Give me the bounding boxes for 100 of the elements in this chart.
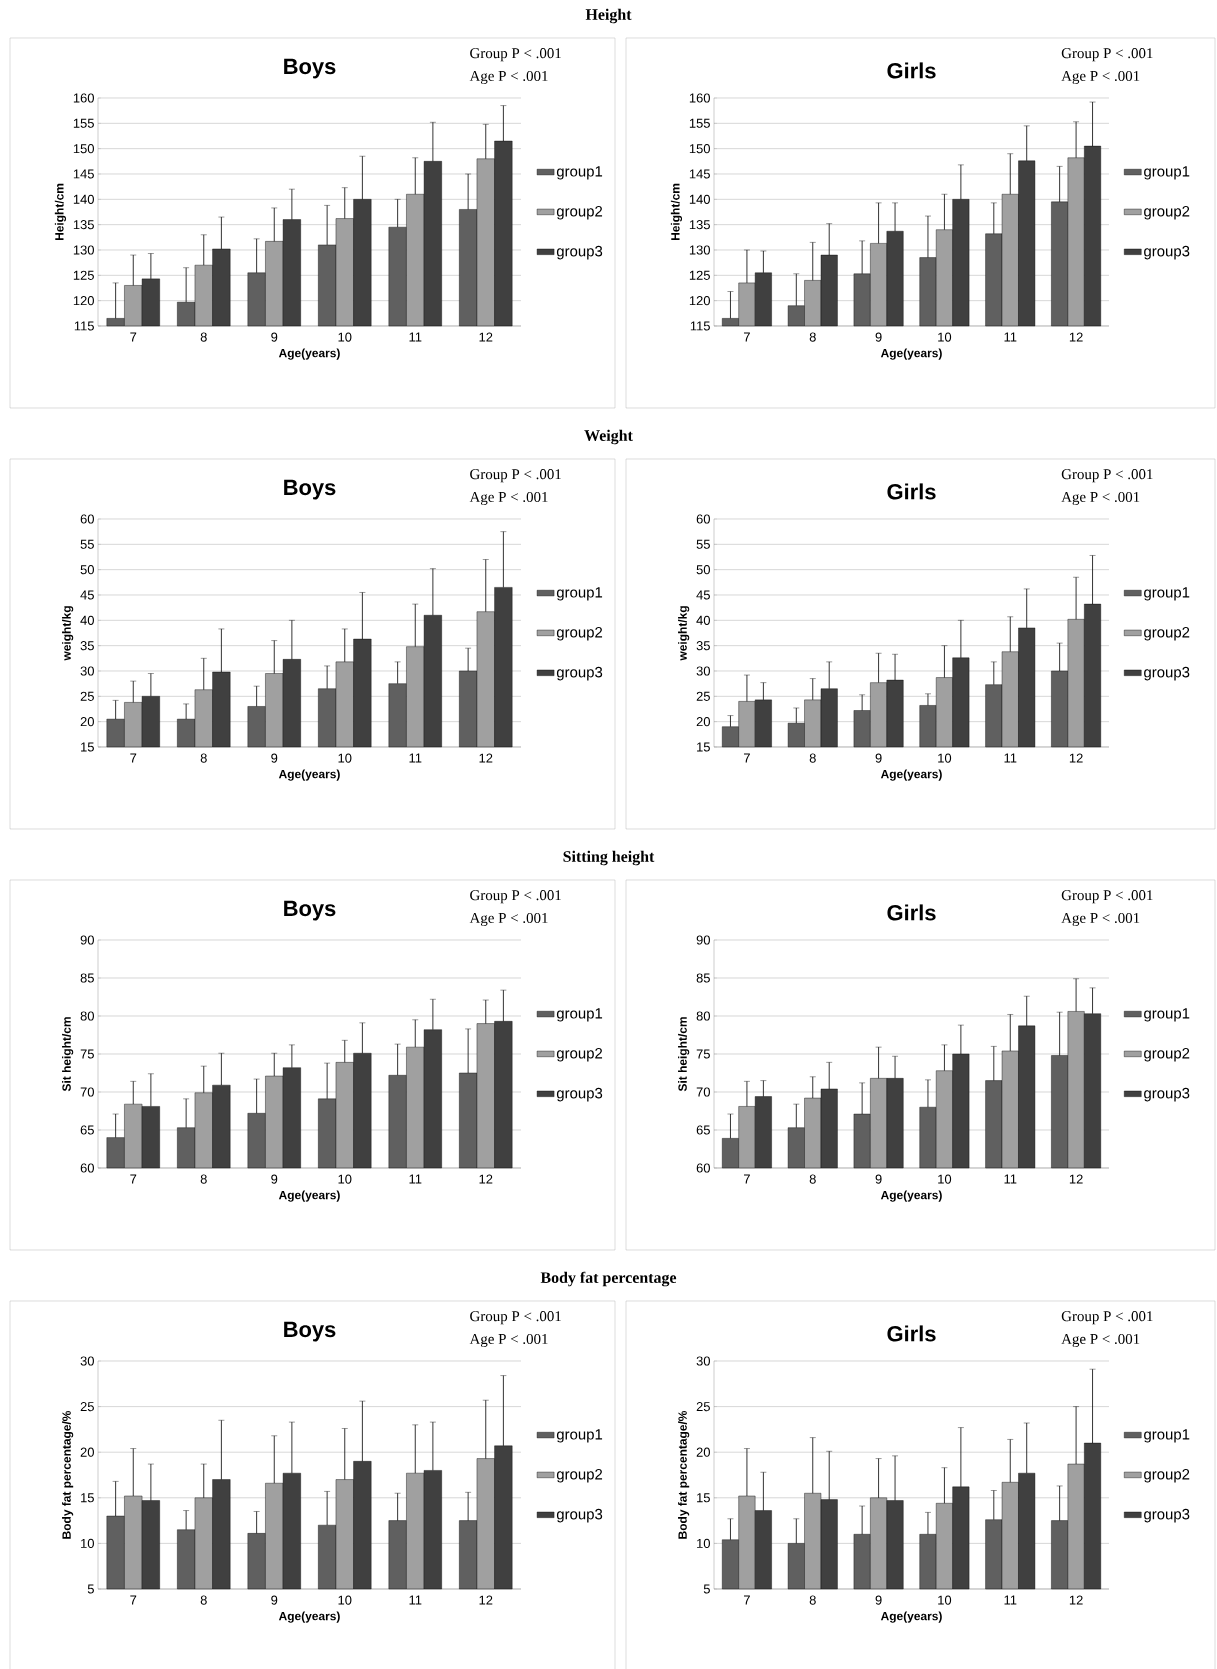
y-tick-label: 145	[73, 169, 94, 179]
y-tick-label: 25	[696, 1402, 710, 1412]
y-tick-label: 60	[696, 1163, 710, 1173]
x-tick-label: 12	[479, 753, 493, 763]
y-tick-label: 25	[80, 691, 94, 701]
x-axis-title: Age(years)	[880, 348, 942, 360]
y-tick-label: 60	[80, 514, 94, 524]
x-tick-label: 12	[1069, 1174, 1083, 1184]
x-axis-title: Age(years)	[278, 1611, 340, 1623]
x-tick-label: 7	[744, 1595, 750, 1605]
x-axis-title: Age(years)	[278, 769, 340, 781]
x-tick-label: 8	[200, 1174, 207, 1184]
legend-label: group2	[556, 626, 603, 641]
y-tick-label: 85	[696, 973, 710, 983]
y-tick-label: 35	[696, 641, 710, 651]
y-tick-label: 35	[80, 641, 94, 651]
chart-title: Boys	[284, 900, 336, 921]
chart-title: Girls	[887, 1325, 936, 1342]
y-tick-label: 30	[696, 1356, 710, 1366]
y-tick-label: 115	[74, 321, 94, 331]
text: Age P < .001	[469, 1333, 548, 1348]
x-tick-label: 12	[1069, 1595, 1083, 1605]
text: Age P < .001	[1061, 912, 1140, 927]
y-tick-label: 85	[80, 973, 94, 983]
x-tick-label: 7	[130, 1174, 137, 1184]
x-tick-label: 10	[338, 753, 352, 763]
x-tick-label: 12	[1069, 753, 1083, 763]
y-tick-label: 60	[80, 1163, 94, 1173]
y-tick-label: 55	[80, 539, 94, 549]
y-tick-label: 130	[689, 245, 710, 255]
y-tick-label: 20	[80, 717, 94, 727]
x-tick-label: 9	[875, 332, 882, 342]
legend-label: group1	[556, 1008, 603, 1022]
y-tick-label: 125	[73, 270, 94, 280]
x-axis-title: Age(years)	[278, 1190, 340, 1202]
text: Body fat percentage	[540, 1271, 677, 1287]
text: Group P < .001	[470, 890, 561, 904]
x-tick-label: 11	[409, 1174, 422, 1184]
y-axis-title: Body fat percentage/%	[678, 1410, 690, 1539]
y-tick-label: 80	[80, 1011, 94, 1021]
y-tick-label: 65	[696, 1125, 710, 1135]
y-tick-label: 15	[697, 1493, 710, 1503]
x-tick-label: 11	[409, 1595, 422, 1605]
y-tick-label: 70	[80, 1087, 94, 1097]
legend-label: group3	[1144, 1087, 1190, 1102]
y-axis-title: Sit height/cm	[62, 1017, 74, 1092]
x-tick-label: 10	[938, 332, 952, 342]
text: Age P < .001	[1061, 491, 1140, 506]
x-tick-label: 11	[1004, 1595, 1017, 1605]
x-axis-title: Age(years)	[880, 769, 942, 781]
y-tick-label: 90	[696, 935, 710, 945]
y-tick-label: 130	[73, 245, 94, 255]
text: Group P < .001	[1061, 1311, 1153, 1325]
y-tick-label: 15	[697, 742, 710, 752]
y-axis-title: weight/kg	[62, 606, 74, 661]
y-tick-label: 10	[697, 1538, 710, 1548]
y-tick-label: 140	[73, 194, 94, 204]
text: Sitting height	[563, 850, 655, 866]
x-tick-label: 8	[809, 332, 816, 342]
x-tick-label: 12	[479, 332, 493, 342]
legend-label: group2	[556, 1047, 603, 1062]
y-tick-label: 80	[696, 1011, 710, 1021]
legend-label: group2	[1144, 1047, 1190, 1062]
legend-label: group2	[1144, 205, 1190, 220]
legend-label: group1	[1144, 1429, 1190, 1443]
x-tick-label: 8	[809, 753, 816, 763]
y-tick-label: 15	[81, 742, 94, 752]
text: Group P < .001	[1061, 890, 1153, 904]
y-tick-label: 10	[81, 1538, 94, 1548]
y-tick-label: 155	[689, 118, 710, 128]
x-tick-label: 11	[1004, 1174, 1017, 1184]
y-axis-title: Height/cm	[670, 183, 683, 241]
y-tick-label: 120	[689, 296, 710, 306]
x-tick-label: 10	[938, 1174, 952, 1184]
x-tick-label: 9	[875, 753, 882, 763]
legend-label: group3	[1144, 666, 1190, 681]
y-tick-label: 75	[80, 1049, 94, 1059]
x-tick-label: 8	[809, 1174, 816, 1184]
x-tick-label: 11	[409, 332, 422, 342]
y-tick-label: 150	[73, 144, 94, 154]
chart-title: Boys	[284, 1321, 336, 1342]
text: Group P < .001	[1061, 48, 1153, 62]
text: Group P < .001	[470, 469, 561, 483]
x-tick-label: 9	[271, 1174, 278, 1184]
text: Age P < .001	[469, 912, 548, 927]
x-tick-label: 7	[744, 332, 750, 342]
y-tick-label: 125	[689, 270, 710, 280]
x-tick-label: 9	[271, 1595, 278, 1605]
y-tick-label: 20	[696, 717, 710, 727]
legend-label: group3	[556, 245, 603, 260]
y-tick-label: 90	[80, 935, 94, 945]
text: Group P < .001	[1061, 469, 1153, 483]
legend-label: group3	[556, 1508, 603, 1523]
legend-label: group3	[556, 1087, 603, 1102]
legend-label: group2	[556, 1468, 603, 1483]
y-tick-label: 145	[689, 169, 710, 179]
x-tick-label: 11	[1004, 332, 1017, 342]
legend-label: group1	[556, 587, 603, 601]
legend-label: group1	[556, 166, 603, 180]
x-tick-label: 8	[200, 332, 207, 342]
